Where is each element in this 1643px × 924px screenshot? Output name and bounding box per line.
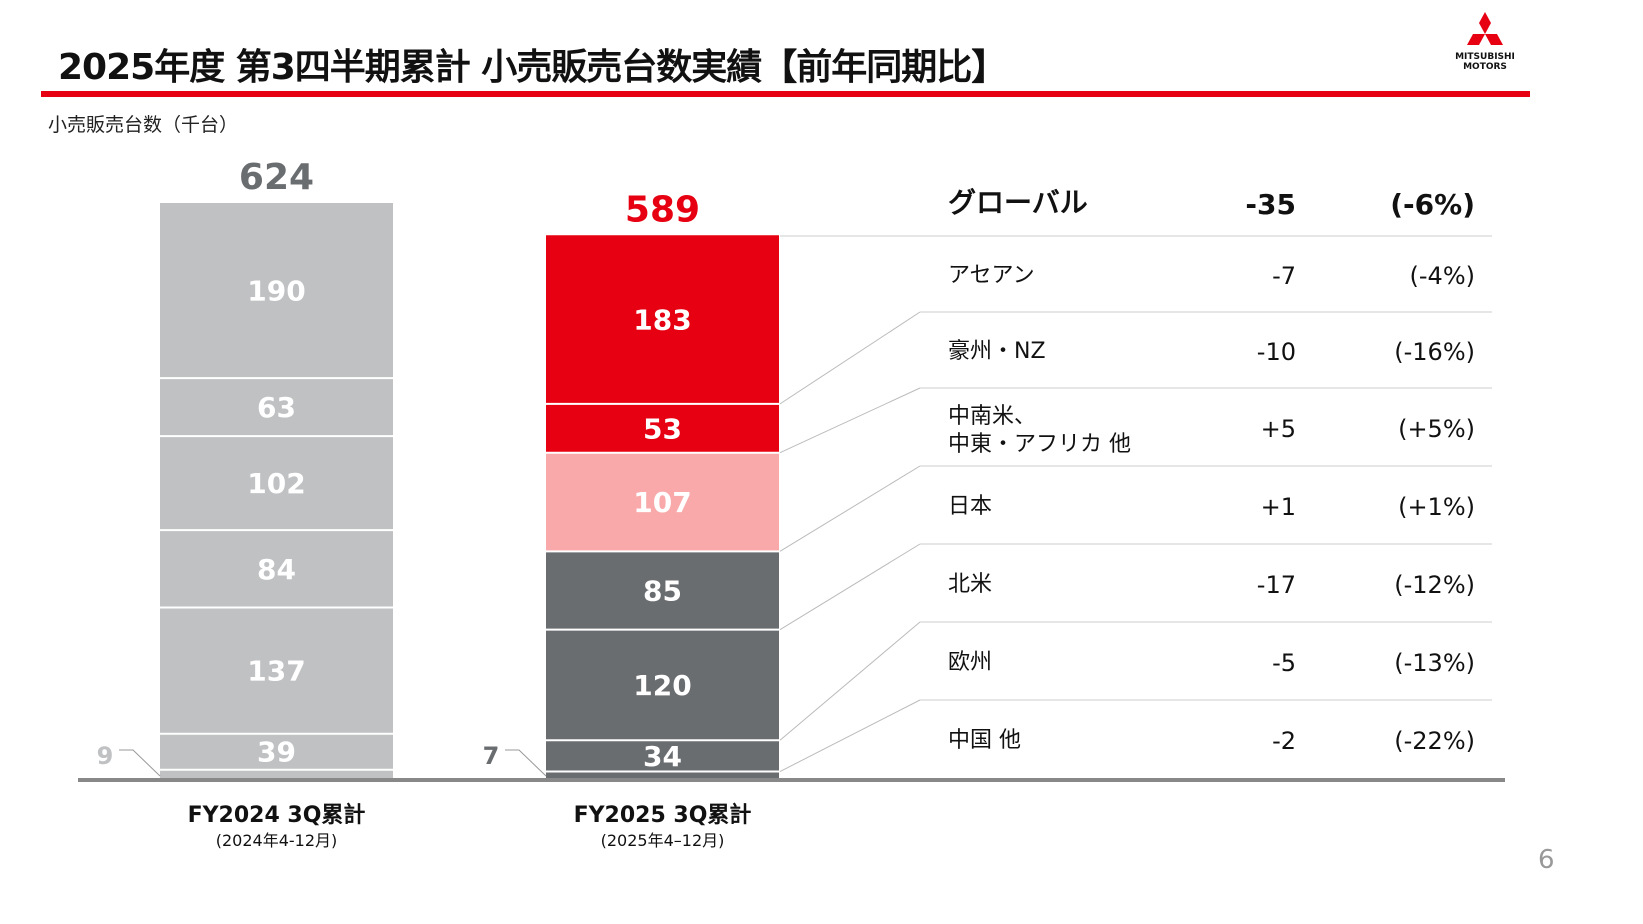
bar-segment xyxy=(160,436,393,531)
data-label: 53 xyxy=(643,412,682,445)
data-label: 120 xyxy=(633,669,691,702)
bar-segment xyxy=(546,740,779,772)
region-pct: (-22%) xyxy=(1394,727,1475,755)
bar-segment xyxy=(160,733,393,770)
connector-line xyxy=(779,621,921,741)
region-diff: -10 xyxy=(1257,338,1296,366)
global-diff: -35 xyxy=(1245,188,1296,221)
bar-segment xyxy=(546,551,779,630)
data-label: 7 xyxy=(483,742,500,770)
category-sublabel: (2024年4-12月) xyxy=(216,831,338,850)
data-label: 63 xyxy=(257,391,296,424)
connector-line xyxy=(779,699,921,772)
bar-segment xyxy=(546,235,779,404)
bar-segment xyxy=(160,203,393,379)
total-label: 589 xyxy=(625,189,700,230)
data-label: 34 xyxy=(643,740,682,773)
region-pct: (+1%) xyxy=(1398,493,1475,521)
title-underline xyxy=(41,91,1530,97)
connector-line xyxy=(779,465,921,552)
data-label: 102 xyxy=(247,467,305,500)
region-label: 北米 xyxy=(948,572,992,597)
region-pct: (-16%) xyxy=(1394,338,1475,366)
bar-segment xyxy=(160,378,393,437)
logo-text-1: MITSUBISHI xyxy=(1455,52,1515,62)
data-label: 9 xyxy=(97,742,114,770)
region-label: 中国 他 xyxy=(948,728,1021,753)
region-label: 中南米、 xyxy=(948,404,1036,429)
region-diff: -2 xyxy=(1272,727,1296,755)
page-number: 6 xyxy=(1538,845,1555,875)
category-label: FY2025 3Q累計 xyxy=(574,802,752,828)
category-sublabel: (2025年4–12月) xyxy=(601,831,725,850)
connector-line xyxy=(779,543,921,631)
bar-segment xyxy=(546,771,779,778)
data-label: 137 xyxy=(247,655,305,688)
data-label: 183 xyxy=(633,304,691,337)
global-pct: (-6%) xyxy=(1390,188,1475,221)
region-label: 中東・アフリカ 他 xyxy=(948,432,1131,457)
bar-segment xyxy=(546,452,779,552)
data-label: 84 xyxy=(257,553,296,586)
bar-segment xyxy=(546,629,779,741)
three-diamonds-icon xyxy=(1467,12,1503,45)
region-diff: -17 xyxy=(1257,571,1296,599)
global-label: グローバル xyxy=(948,186,1088,219)
bar-segment xyxy=(160,607,393,734)
region-diff: +1 xyxy=(1261,493,1296,521)
page-title: 2025年度 第3四半期累計 小売販売台数実績【前年同期比】 xyxy=(58,47,1007,88)
connector-line xyxy=(779,311,921,405)
leader-line xyxy=(119,749,161,777)
region-diff: -7 xyxy=(1272,262,1296,290)
connector-line xyxy=(779,387,921,454)
data-label: 85 xyxy=(643,574,682,607)
category-label: FY2024 3Q累計 xyxy=(188,802,366,828)
region-diff: +5 xyxy=(1261,415,1296,443)
region-label: アセアン xyxy=(948,263,1035,288)
region-pct: (+5%) xyxy=(1398,415,1475,443)
bar-segment xyxy=(160,530,393,608)
mitsubishi-logo: MITSUBISHI MOTORS xyxy=(1452,12,1518,72)
unit-label: 小売販売台数（千台） xyxy=(48,114,239,136)
bar-segment xyxy=(160,769,393,778)
region-label: 豪州・NZ xyxy=(948,339,1046,364)
data-label: 190 xyxy=(247,275,305,308)
total-label: 624 xyxy=(239,157,314,198)
data-label: 39 xyxy=(257,736,296,769)
region-label: 日本 xyxy=(948,494,992,519)
region-label: 欧州 xyxy=(948,650,992,675)
data-label: 107 xyxy=(633,486,691,519)
region-pct: (-13%) xyxy=(1394,649,1475,677)
bar-segment xyxy=(546,403,779,453)
region-diff: -5 xyxy=(1272,649,1296,677)
logo-text-2: MOTORS xyxy=(1463,62,1507,72)
region-pct: (-12%) xyxy=(1394,571,1475,599)
region-pct: (-4%) xyxy=(1410,262,1475,290)
leader-line xyxy=(505,749,547,777)
